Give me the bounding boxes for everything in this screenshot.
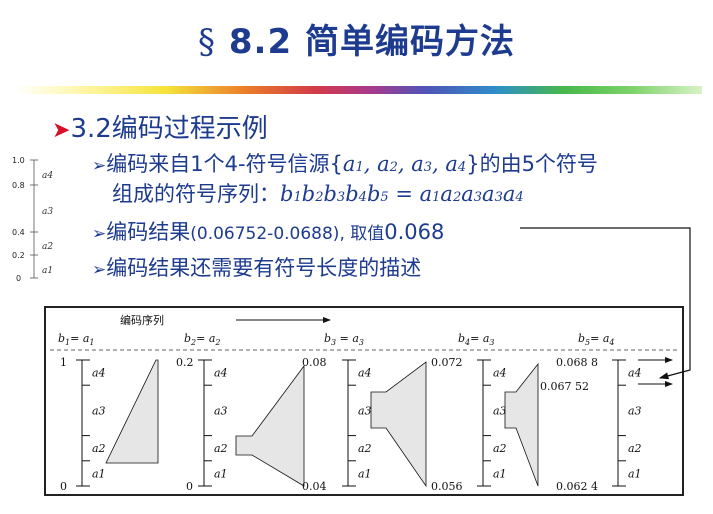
bullet-arrow-icon: ➢: [92, 156, 107, 176]
bullet-arrow-icon: ➢: [92, 260, 107, 280]
sequence-formula: b1b2b3b4b5 = a1a2a3a3a4: [280, 182, 524, 206]
bullet-text: 编码结果: [106, 220, 191, 244]
interval-bottom: 0.056: [431, 480, 463, 493]
heading-label: 3.2编码过程示例: [70, 114, 268, 144]
interval-symbol: a4: [628, 367, 642, 380]
interval-bottom: 0: [60, 480, 67, 493]
bullet-text: 编码结果还需要有符号长度的描述: [106, 256, 422, 280]
bullet-text: 编码来自1个4-符号信源{: [106, 152, 343, 176]
bullet-result: ➢编码结果(0.06752-0.0688), 取值0.068: [92, 216, 444, 246]
scale-tick: 1.0: [12, 156, 25, 165]
step-label: b2= a2: [184, 332, 221, 347]
interval-symbol: a3: [493, 404, 507, 417]
interval-symbol: a2: [92, 442, 106, 455]
interval-symbol: a2: [493, 442, 507, 455]
interval-symbol: a3: [628, 404, 642, 417]
title-text: 简单编码方法: [304, 22, 515, 62]
interval-symbol: a2: [628, 442, 642, 455]
step-label: b5= a4: [578, 332, 615, 347]
symbol-list: a1, a2, a3, a4: [342, 152, 467, 176]
interval-shape: [105, 359, 159, 464]
interval-symbol: a1: [92, 467, 106, 480]
scale-symbol: a2: [42, 242, 53, 252]
interval-symbol: a1: [214, 467, 228, 480]
interval-symbol: a1: [493, 467, 507, 480]
scale-tick: 0.2: [12, 251, 25, 260]
bullet-text: }的由5个符号: [466, 152, 598, 176]
sequence-label: 编码序列: [120, 313, 164, 327]
scale-symbol: a4: [42, 171, 53, 181]
section-symbol: §: [198, 22, 217, 62]
scale-tick: 0: [16, 274, 21, 283]
bullet-arrow-icon: ➢: [92, 224, 107, 244]
interval-shape: [235, 364, 305, 487]
interval-symbol: a1: [358, 467, 372, 480]
interval-top: 1: [60, 356, 67, 369]
interval-top: 0.072: [431, 356, 463, 369]
bullet-text: , 取值: [339, 224, 385, 244]
gradient-divider: [14, 86, 702, 94]
bullet-source-line2: 组成的符号序列：b1b2b3b4b5 = a1a2a3a3a4: [112, 178, 524, 208]
step-label: b3 = a3: [324, 332, 364, 347]
interval-symbol: a3: [358, 404, 372, 417]
interval-mid: 0.067 52: [540, 380, 589, 393]
result-value: 0.068: [384, 220, 445, 244]
scale-symbol: a1: [42, 266, 53, 276]
probability-scale: 1.0 0.8 0.4 0.2 0 a4 a3 a2 a1: [12, 156, 53, 283]
scale-tick: 0.8: [12, 181, 25, 190]
bullet-source: ➢编码来自1个4-符号信源{a1, a2, a3, a4}的由5个符号: [92, 148, 598, 178]
scale-tick: 0.4: [12, 228, 25, 237]
interval-top: 0.2: [176, 356, 194, 369]
interval-symbol: a4: [92, 367, 106, 380]
section-heading: ➤3.2编码过程示例: [52, 108, 268, 145]
interval-symbol: a2: [214, 442, 228, 455]
arrow-bullet-icon: ➤: [52, 118, 71, 143]
interval-symbol: a1: [628, 467, 642, 480]
interval-bottom: 0: [186, 480, 193, 493]
interval-symbol: a3: [214, 404, 228, 417]
interval-symbol: a2: [358, 442, 372, 455]
scale-symbol: a3: [42, 207, 53, 217]
bullet-text: 组成的符号序列：: [112, 182, 280, 206]
interval-symbol: a4: [493, 367, 507, 380]
interval-top: 0.068 8: [556, 356, 598, 369]
interval-symbol: a4: [358, 367, 372, 380]
interval-symbol: a3: [92, 404, 106, 417]
result-range: (0.06752-0.0688): [190, 224, 340, 244]
coding-diagram: 编码序列 b1= a1 b2= a2 b3 = a3 b4= a3 b5= a4…: [44, 306, 684, 496]
interval-top: 0.08: [302, 356, 327, 369]
step-label: b1= a1: [58, 332, 95, 347]
step-label: b4= a3: [458, 332, 495, 347]
interval-bottom: 0.04: [302, 480, 327, 493]
interval-shape: [370, 361, 427, 488]
section-number: 8.2: [228, 22, 293, 62]
interval-shape: [504, 362, 539, 487]
bullet-length: ➢编码结果还需要有符号长度的描述: [92, 252, 421, 282]
page-title: § 8.2 简单编码方法: [0, 14, 713, 63]
interval-symbol: a4: [214, 367, 228, 380]
interval-bottom: 0.062 4: [556, 480, 598, 493]
